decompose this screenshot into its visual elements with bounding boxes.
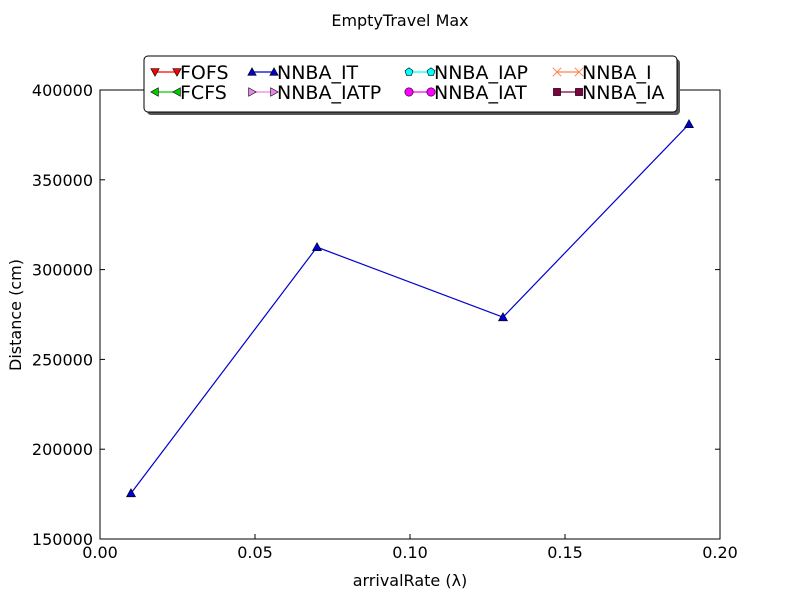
x-tick-label: 0.10: [392, 543, 428, 562]
legend-label: NNBA_IAP: [434, 62, 528, 84]
legend-marker: [248, 87, 257, 97]
legend-marker: [404, 87, 414, 97]
y-tick-label: 250000: [32, 350, 93, 369]
legend-marker: [270, 87, 279, 97]
chart-title: EmptyTravel Max: [331, 11, 468, 30]
y-tick-label: 200000: [32, 440, 93, 459]
axes-layer: 0.00 0.05 0.10 0.15 0.20 150000 200000 250000 30…: [32, 81, 738, 562]
y-axis-label: Distance (cm): [6, 259, 25, 371]
legend-marker: [172, 87, 181, 97]
legend-label: FCFS: [180, 82, 227, 104]
legend-item-nnba_iatp: NNBA_IATP: [248, 82, 381, 104]
legend-marker: [426, 67, 436, 76]
x-tick-label: 0.05: [237, 543, 273, 562]
legend-label: NNBA_IATP: [277, 82, 381, 104]
legend-label: FOFS: [180, 62, 229, 84]
legend-marker: [150, 68, 160, 77]
legend-marker: [247, 67, 257, 76]
legend-box: [143, 55, 678, 113]
legend-label: NNBA_IA: [582, 82, 665, 104]
x-axis-label: arrivalRate (λ): [353, 571, 468, 590]
legend-marker: [269, 67, 279, 76]
x-tick-label: 0.15: [547, 543, 583, 562]
legend-item-nnba_iat: NNBA_IAT: [404, 82, 527, 104]
legend-item-nnba_ia: NNBA_IA: [553, 82, 665, 104]
legend-label: NNBA_I: [582, 62, 652, 84]
legend-item-nnba_iap: NNBA_IAP: [404, 62, 528, 84]
legend-marker: [404, 67, 414, 76]
legend-item-nnba_i: NNBA_I: [552, 62, 652, 84]
legend-marker: [575, 88, 583, 96]
data-point-nnba_it: [497, 312, 509, 322]
legend-marker: [552, 67, 562, 77]
legend-marker: [172, 68, 182, 77]
plot-area: [100, 90, 720, 539]
data-point-nnba_it: [683, 119, 695, 129]
legend-item-nnba_it: NNBA_IT: [247, 62, 359, 84]
y-tick-label: 350000: [32, 171, 93, 190]
series-line-nnba_it: [130, 123, 690, 494]
legend-item-fcfs: FCFS: [150, 82, 227, 104]
y-tick-label: 150000: [32, 530, 93, 549]
x-tick-label: 0.00: [82, 543, 118, 562]
legend-marker: [574, 67, 584, 77]
legend-label: NNBA_IAT: [434, 82, 527, 104]
series-layer: [125, 119, 695, 498]
legend-label: NNBA_IT: [277, 62, 359, 84]
y-tick-label: 300000: [32, 261, 93, 280]
legend-marker: [426, 87, 436, 97]
data-point-nnba_it: [311, 242, 323, 252]
data-point-nnba_it: [125, 488, 137, 498]
legend-item-fofs: FOFS: [150, 62, 229, 84]
legend-marker: [553, 88, 561, 96]
legend-marker: [150, 87, 159, 97]
x-tick-label: 0.20: [702, 543, 738, 562]
plot-background: [100, 90, 720, 539]
y-tick-label: 400000: [32, 81, 93, 100]
